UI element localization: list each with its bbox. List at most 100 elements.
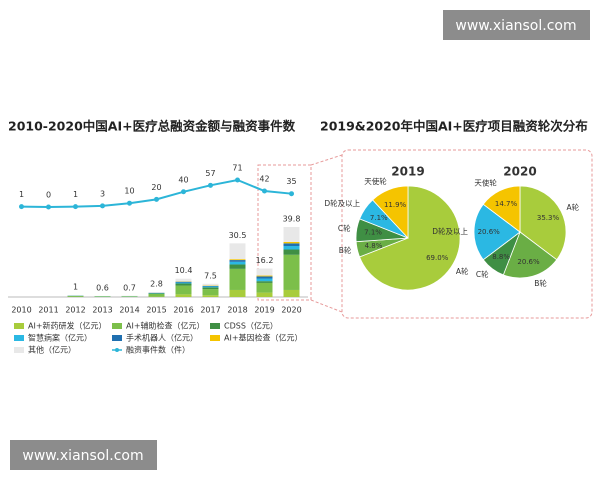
- slice-value-label: 11.9%: [384, 201, 407, 209]
- bar-segment: [256, 282, 273, 293]
- point-label: 0: [46, 191, 51, 200]
- slice-value-label: 8.8%: [492, 253, 510, 261]
- bar-segment: [175, 283, 192, 286]
- legend-label: AI+辅助检查（亿元）: [126, 321, 205, 331]
- pie-slice: [359, 185, 461, 291]
- slice-name: A轮: [456, 266, 469, 276]
- line-point: [46, 204, 51, 210]
- bar-segment: [229, 259, 246, 261]
- slice-value-label: 7.1%: [370, 214, 388, 222]
- bar-segment: [148, 292, 165, 293]
- highlight-box: [257, 164, 312, 301]
- x-tick-label: 2017: [200, 306, 220, 315]
- chart-title: 2010-2020中国AI+医疗总融资金额与融资事件数: [8, 119, 296, 134]
- line-point: [262, 188, 267, 194]
- point-label: 40: [178, 175, 188, 184]
- bar-segment: [202, 286, 219, 288]
- total-label: 7.5: [204, 271, 217, 280]
- bar-segment: [229, 264, 246, 269]
- total-label: 30.5: [229, 231, 247, 240]
- slice-name: D轮及以上: [324, 198, 360, 208]
- legend-marker: [14, 347, 24, 353]
- bar-segment: [283, 227, 300, 242]
- slice-name: A轮: [567, 202, 580, 212]
- pie-slice: [519, 185, 567, 261]
- x-tick-label: 2020: [281, 306, 301, 315]
- line-point: [235, 177, 240, 183]
- legend-label: 融资事件数（件）: [126, 345, 190, 355]
- bar-segment: [148, 293, 165, 295]
- bar-segment: [256, 276, 273, 279]
- total-label: 0.7: [123, 283, 136, 292]
- bar-segment: [229, 243, 246, 260]
- bar-segment: [256, 275, 273, 277]
- bar-segment: [283, 245, 300, 250]
- line-point: [19, 204, 24, 210]
- slice-value-label: 20.6%: [517, 258, 540, 266]
- total-label: 2.8: [150, 280, 163, 289]
- bar-segment: [67, 296, 84, 297]
- bar-segment: [256, 278, 273, 282]
- bar-segment: [283, 249, 300, 255]
- slice-name: D轮及以上: [432, 226, 468, 236]
- x-tick-label: 2014: [119, 306, 139, 315]
- bar-segment: [256, 281, 273, 283]
- x-tick-label: 2019: [254, 306, 274, 315]
- watermark: www.xiansol.com: [455, 18, 576, 34]
- point-label: 42: [259, 175, 269, 184]
- pie-slice: [502, 231, 558, 279]
- total-label: 39.8: [283, 215, 301, 224]
- legend-marker: [210, 323, 220, 329]
- x-tick-label: 2010: [11, 306, 31, 315]
- total-label: 16.2: [256, 256, 274, 265]
- slice-value-label: 35.3%: [537, 214, 560, 222]
- legend-label: 智慧病案（亿元）: [28, 333, 92, 343]
- point-label: 57: [205, 169, 215, 178]
- connector: [310, 154, 343, 166]
- legend-label: CDSS（亿元）: [224, 321, 278, 331]
- bar-segment: [283, 243, 300, 246]
- bar-segment: [175, 282, 192, 284]
- bar-segment: [175, 294, 192, 297]
- point-label: 3: [100, 189, 105, 198]
- legend-label: 手术机器人（亿元）: [126, 333, 198, 343]
- bar-segment: [283, 254, 300, 290]
- x-tick-label: 2015: [146, 306, 166, 315]
- bar-segment: [202, 287, 219, 290]
- legend-label: 其他（亿元）: [28, 345, 76, 355]
- line-point: [73, 204, 78, 210]
- legend-marker: [210, 335, 220, 341]
- pie-title: 2019: [391, 165, 424, 179]
- bar-segment: [256, 268, 273, 276]
- bar-segment: [229, 261, 246, 265]
- connector: [310, 299, 343, 313]
- x-tick-label: 2013: [92, 306, 112, 315]
- total-label: 1: [73, 283, 78, 292]
- bar-segment: [202, 295, 219, 297]
- pie-slice: [482, 185, 521, 233]
- pie-slice: [473, 203, 521, 261]
- legend-marker: [112, 323, 122, 329]
- total-label: 0.6: [96, 283, 109, 292]
- bar-segment: [148, 294, 165, 297]
- point-label: 71: [232, 164, 242, 173]
- bar-segment: [283, 241, 300, 244]
- bar-segment: [94, 296, 111, 297]
- legend-marker: [115, 348, 119, 352]
- x-tick-label: 2018: [227, 306, 247, 315]
- line-point: [208, 182, 213, 188]
- slice-value-label: 20.6%: [478, 228, 501, 236]
- slice-name: 天使轮: [474, 178, 497, 188]
- line-point: [181, 189, 186, 195]
- line-point: [154, 196, 159, 202]
- legend-label: AI+基因检查（亿元）: [224, 333, 303, 343]
- slice-value-label: 7.1%: [364, 229, 382, 237]
- pie-title: 2020: [503, 165, 536, 179]
- point-label: 10: [124, 187, 134, 196]
- pie-panel: [341, 149, 593, 319]
- total-label: 10.4: [175, 266, 193, 275]
- slice-name: B轮: [534, 278, 547, 288]
- x-tick-label: 2011: [38, 306, 58, 315]
- bar-segment: [202, 285, 219, 287]
